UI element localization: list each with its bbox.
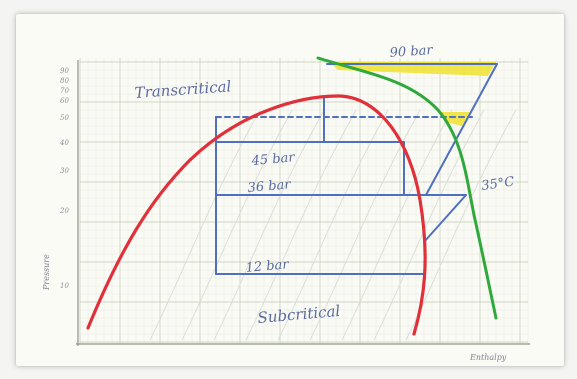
transcritical-label: Transcritical [134, 77, 232, 102]
y-tick-label: 90 [60, 67, 69, 75]
x-axis-label: Enthalpy [469, 353, 507, 362]
y-tick-labels: 90 80 70 60 50 40 30 20 10 [59, 67, 69, 290]
gas-cooler-diagonal [425, 63, 498, 196]
y-axis-label: Pressure [42, 254, 51, 291]
y-tick-label: 80 [60, 77, 69, 85]
y-tick-label: 70 [60, 87, 69, 95]
highlight-band-critical [440, 112, 470, 126]
y-tick-label: 10 [60, 282, 69, 290]
isentrope-line [245, 109, 357, 341]
label-36bar: 36 bar [247, 177, 292, 196]
evaporator-diagonal [423, 194, 467, 243]
subcritical-label: Subcritical [257, 302, 341, 327]
isotherm-label: 35°C [480, 175, 515, 194]
isentrope-line [213, 109, 325, 341]
highlight-band-90bar [330, 62, 496, 76]
label-90bar: 90 bar [389, 43, 434, 61]
isentrope-line [373, 109, 485, 341]
isentrope-line [341, 109, 453, 341]
y-tick-label: 30 [60, 167, 69, 175]
cycle-lines [215, 63, 498, 275]
isentrope-line [181, 109, 293, 341]
y-tick-label: 50 [60, 114, 69, 122]
isentrope-line [149, 109, 261, 341]
y-tick-label: 40 [59, 139, 69, 147]
grid [79, 58, 529, 344]
isentrope-line [277, 109, 389, 341]
label-45bar: 45 bar [250, 150, 296, 169]
y-tick-label: 60 [60, 97, 69, 105]
label-12bar: 12 bar [245, 257, 290, 276]
y-tick-label: 20 [59, 207, 69, 215]
isotherm-35c [316, 56, 498, 320]
saturation-dome [86, 94, 427, 336]
